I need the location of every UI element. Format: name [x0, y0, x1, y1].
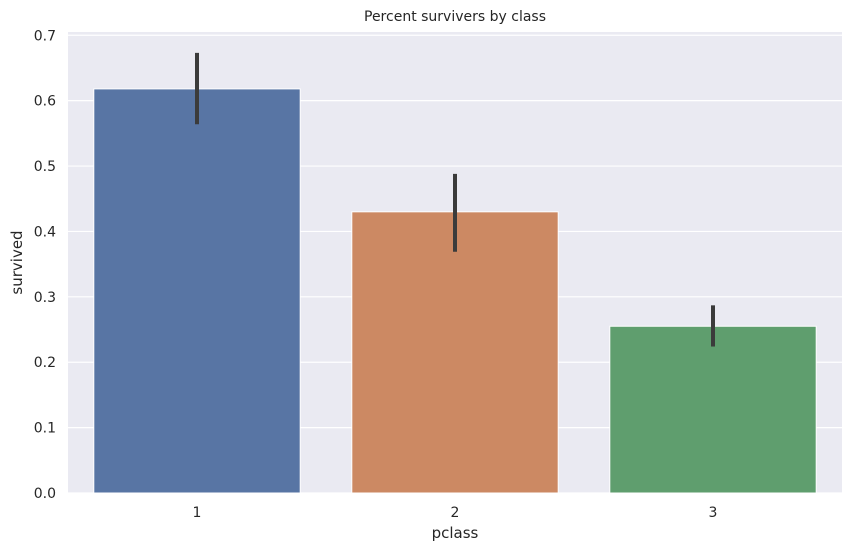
bar-pclass-3 [609, 325, 817, 494]
y-tick-label: 0.3 [34, 290, 56, 306]
chart-title: Percent survivers by class [364, 9, 546, 25]
y-tick-label: 0.6 [34, 94, 56, 110]
y-tick-label: 0.7 [34, 28, 56, 44]
y-tick-label: 0.1 [34, 421, 56, 437]
y-tick-label: 0.2 [34, 355, 56, 371]
bars [93, 88, 817, 494]
x-tick-label: 1 [193, 505, 202, 521]
bar-pclass-1 [93, 88, 301, 494]
y-tick-label: 0.5 [34, 159, 56, 175]
x-tick-label: 2 [451, 505, 460, 521]
x-tick-label: 3 [709, 505, 718, 521]
y-tick-label: 0.0 [34, 486, 56, 502]
y-tick-labels: 0.0 0.1 0.2 0.3 0.4 0.5 0.6 0.7 [34, 28, 56, 502]
bar-pclass-2 [351, 211, 559, 494]
error-bars [195, 52, 715, 347]
y-tick-label: 0.4 [34, 224, 56, 240]
x-axis-label: pclass [432, 524, 479, 542]
y-axis-label: survived [8, 230, 26, 294]
x-tick-labels: 1 2 3 [193, 505, 718, 521]
